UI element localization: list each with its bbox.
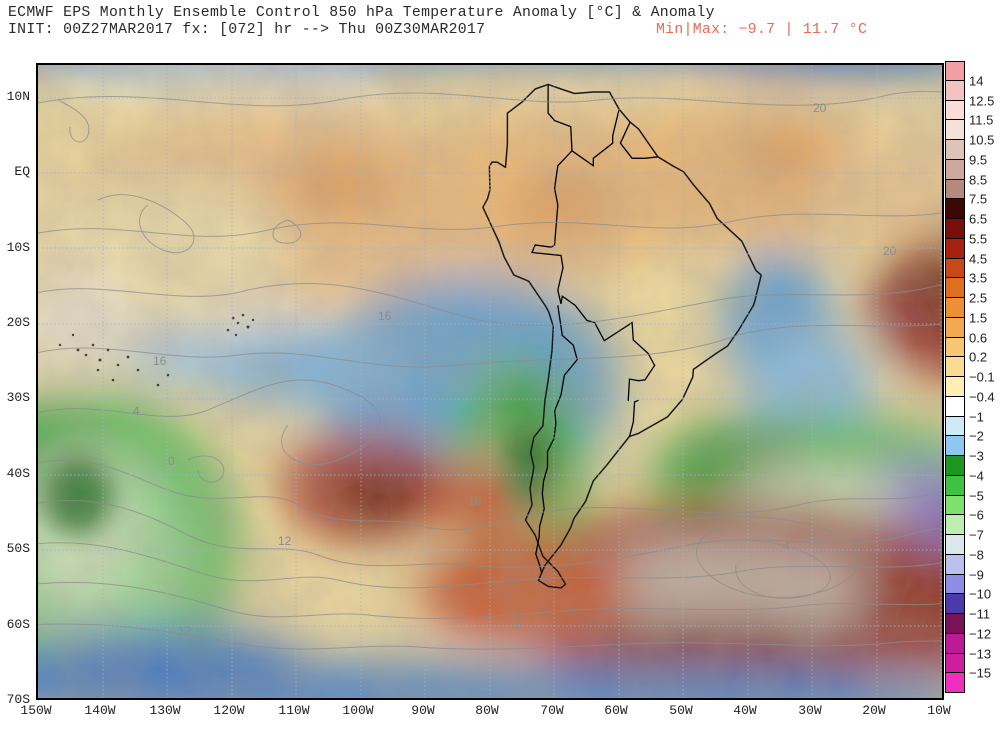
svg-text:16: 16 bbox=[468, 494, 482, 508]
svg-text:12: 12 bbox=[178, 624, 192, 638]
svg-text:4: 4 bbox=[133, 404, 140, 418]
svg-text:4: 4 bbox=[783, 539, 790, 553]
svg-text:16: 16 bbox=[378, 309, 392, 323]
svg-text:20: 20 bbox=[813, 101, 827, 115]
svg-text:0: 0 bbox=[168, 454, 175, 468]
svg-text:12: 12 bbox=[278, 534, 292, 548]
svg-text:20: 20 bbox=[883, 244, 897, 258]
svg-text:8: 8 bbox=[738, 459, 745, 473]
svg-text:16: 16 bbox=[153, 354, 167, 368]
